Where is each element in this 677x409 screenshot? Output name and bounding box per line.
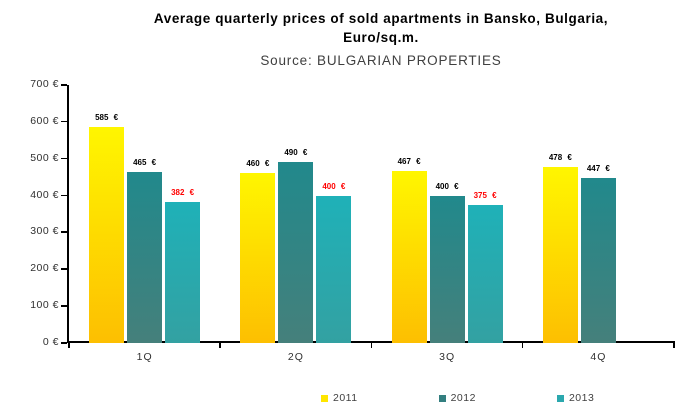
legend-label: 2012 (450, 392, 476, 404)
bar-value-label: 382 € (171, 188, 195, 198)
legend: 2011 2012 2013 (321, 392, 594, 404)
y-axis-tick (61, 120, 67, 123)
y-axis-tick (61, 268, 67, 270)
bar-2012-2Q (278, 162, 314, 343)
y-axis-tick (61, 84, 67, 86)
legend-item-2011: 2011 (321, 392, 358, 404)
bar-2012-4Q (580, 178, 616, 343)
x-axis-tick (521, 343, 524, 348)
bar-value-label: 490 € (284, 148, 308, 158)
y-tick-label: 100 € (30, 299, 59, 312)
y-tick-label: 0 € (42, 336, 59, 348)
bar-value-label: 478 € (548, 152, 572, 162)
y-tick-label: 700 € (30, 78, 59, 90)
y-axis-tick (61, 305, 67, 307)
y-tick-label: 300 € (30, 225, 59, 238)
bar-value-label: 460 € (246, 159, 270, 169)
x-category-label: 4Q (590, 351, 607, 363)
bar-2011-3Q (391, 170, 427, 343)
bar-value-label: 375 € (473, 190, 497, 200)
y-tick-label: 500 € (30, 151, 59, 164)
bar-2013-3Q (467, 204, 503, 343)
bar-value-label: 447 € (586, 164, 610, 174)
y-tick-label: 200 € (30, 262, 59, 275)
bar-2012-1Q (127, 171, 163, 343)
plot-area: 0 € 100 € 200 € 300 € 400 € 500 € 600 € 700 € 1Q… (30, 78, 675, 363)
bar-2013-1Q (165, 202, 201, 343)
x-category-label: 3Q (439, 351, 456, 363)
bar-value-label: 585 € (95, 113, 119, 123)
x-axis-tick (673, 343, 675, 348)
chart-title-line2: Euro/sq.m. (343, 30, 419, 45)
legend-item-2013: 2013 (556, 392, 595, 404)
bar-value-label: 400 € (322, 181, 346, 191)
x-axis-tick (68, 343, 70, 348)
chart-title: Average quarterly prices of sold apartme… (85, 9, 677, 47)
y-axis-tick (61, 342, 67, 344)
bar-value-label: 467 € (397, 156, 421, 166)
bar-value-label: 465 € (133, 157, 157, 167)
y-tick-label: 400 € (30, 188, 59, 201)
bar-2013-2Q (316, 195, 352, 343)
y-axis-tick (61, 194, 67, 197)
y-axis-tick (61, 231, 67, 233)
y-tick-label: 600 € (30, 114, 59, 127)
legend-item-2012: 2012 (438, 392, 476, 404)
legend-label: 2013 (568, 392, 595, 404)
legend-swatch-icon (321, 394, 328, 402)
legend-swatch-icon (438, 394, 446, 402)
legend-swatch-icon (556, 394, 564, 402)
chart-title-line1: Average quarterly prices of sold apartme… (153, 11, 609, 26)
bar-2012-3Q (429, 195, 465, 343)
x-axis-tick (370, 343, 372, 348)
bar-2011-1Q (89, 127, 125, 343)
legend-label: 2011 (333, 392, 358, 404)
bar-2011-2Q (240, 173, 276, 343)
x-axis-tick (219, 343, 221, 348)
x-category-label: 1Q (136, 351, 153, 363)
bar-2011-4Q (542, 166, 578, 343)
y-axis-tick (61, 157, 67, 160)
chart-source: Source: BULGARIAN PROPERTIES (260, 53, 502, 68)
x-category-label: 2Q (287, 351, 304, 363)
bar-value-label: 400 € (435, 181, 459, 191)
